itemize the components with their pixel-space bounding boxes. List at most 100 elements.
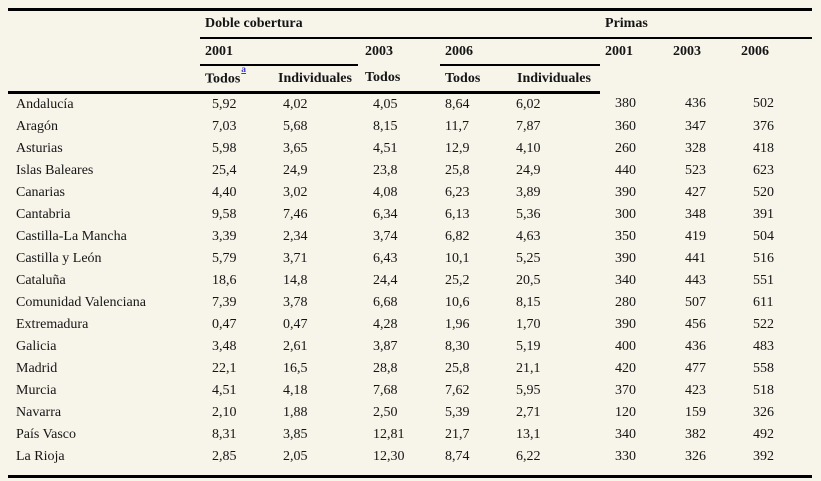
value-cell: 25,4 [212, 163, 237, 178]
empty-cell [8, 38, 200, 65]
value-cell: 4,08 [373, 185, 398, 200]
value-cell: 280 [615, 295, 637, 310]
value-cell: 611 [753, 295, 774, 310]
value-cell: 3,71 [283, 251, 308, 266]
value-cell: 523 [685, 163, 707, 178]
year-header-dc-2003: 2003 [365, 44, 393, 59]
value-cell: 4,51 [212, 383, 237, 398]
value-cell: 28,8 [373, 361, 398, 376]
value-cell: 558 [753, 361, 775, 376]
value-cell: 390 [615, 317, 637, 332]
value-cell: 11,7 [445, 119, 469, 134]
value-cell: 3,78 [283, 295, 308, 310]
region-name: Navarra [16, 405, 62, 420]
value-cell: 623 [753, 163, 775, 178]
value-cell: 6,02 [516, 97, 541, 112]
value-cell: 350 [615, 229, 637, 244]
table-row: La Rioja 2,85 2,05 12,30 8,74 6,22 330 326 392 [8, 446, 813, 478]
value-cell: 380 [615, 96, 637, 112]
corner-cell [8, 8, 200, 38]
value-cell: 7,46 [283, 207, 308, 222]
value-cell: 3,89 [516, 185, 541, 200]
year-header-primas-2006: 2006 [741, 44, 770, 59]
table-row: Aragón 7,03 5,68 8,15 11,7 7,87 360 347 376 [8, 116, 812, 138]
value-cell: 2,34 [283, 229, 308, 244]
table-row: Asturias 5,98 3,65 4,51 12,9 4,10 260 328 418 [8, 138, 812, 160]
region-name: Castilla-La Mancha [16, 229, 127, 244]
value-cell: 370 [615, 383, 637, 398]
value-cell: 7,03 [212, 119, 237, 134]
value-cell: 419 [685, 229, 707, 244]
value-cell: 7,68 [373, 383, 398, 398]
year-header-primas-2003: 2003 [673, 44, 702, 59]
table-row: Cataluña 18,6 14,8 24,4 25,2 20,5 340 443 551 [8, 270, 812, 292]
table-row: Comunidad Valenciana 7,39 3,78 6,68 10,6 8,15… [8, 292, 812, 314]
table-row: Extremadura 0,47 0,47 4,28 1,96 1,70 390 456 522 [8, 314, 812, 336]
region-name: Galicia [16, 339, 57, 354]
value-cell: 3,74 [373, 229, 398, 244]
value-cell: 390 [615, 251, 637, 266]
value-cell: 390 [615, 185, 637, 200]
value-cell: 5,98 [212, 141, 237, 156]
sub-header-row: Todosa Individuales Todos Todos Individu… [8, 64, 812, 94]
region-name: Cantabria [16, 207, 71, 222]
value-cell: 4,40 [212, 185, 237, 200]
value-cell: 507 [685, 295, 707, 310]
region-name: Extremadura [16, 317, 89, 332]
region-name: País Vasco [16, 427, 77, 442]
value-cell: 551 [753, 273, 775, 288]
table-row: Galicia 3,48 2,61 3,87 8,30 5,19 400 436 483 [8, 336, 812, 358]
sub-header-todos-2001: Todosa [200, 64, 270, 94]
value-cell: 2,61 [283, 339, 308, 354]
year-header-primas-2001: 2001 [605, 44, 634, 59]
value-cell: 5,25 [516, 251, 541, 266]
value-cell: 9,58 [212, 207, 237, 222]
value-cell: 516 [753, 251, 775, 266]
value-cell: 25,8 [445, 361, 470, 376]
table-row: Castilla-La Mancha 3,39 2,34 3,74 6,82 4,63 35… [8, 226, 812, 248]
group-header-row: Doble cobertura Primas [8, 8, 813, 39]
value-cell: 4,02 [283, 97, 308, 112]
value-cell: 4,51 [373, 141, 398, 156]
region-name: Cataluña [16, 273, 66, 288]
value-cell: 520 [753, 185, 775, 200]
value-cell: 21,7 [445, 427, 470, 442]
table-row: Andalucía 5,92 4,02 4,05 8,64 6,02 380 436 502 [8, 93, 812, 117]
value-cell: 3,39 [212, 229, 237, 244]
value-cell: 456 [685, 317, 707, 332]
region-name: Comunidad Valenciana [16, 295, 146, 310]
value-cell: 120 [615, 405, 637, 420]
value-cell: 159 [685, 405, 707, 420]
year-header-dc-2006: 2006 [440, 38, 601, 66]
value-cell: 25,2 [445, 273, 470, 288]
value-cell: 7,87 [516, 119, 541, 134]
data-table-container: Doble cobertura Primas 2001 2003 2006 20… [8, 8, 813, 478]
value-cell: 24,9 [283, 163, 308, 178]
empty-cell [8, 65, 200, 94]
region-name: Madrid [16, 361, 58, 376]
value-cell: 8,15 [516, 295, 541, 310]
value-cell: 502 [753, 96, 775, 112]
value-cell: 441 [685, 251, 707, 266]
value-cell: 3,65 [283, 141, 308, 156]
value-cell: 2,10 [212, 405, 237, 420]
value-cell: 6,82 [445, 229, 470, 244]
value-cell: 2,05 [270, 446, 358, 478]
value-cell: 5,95 [516, 383, 541, 398]
value-cell: 10,1 [445, 251, 470, 266]
value-cell: 2,85 [200, 446, 270, 478]
value-cell: 340 [615, 273, 637, 288]
value-cell: 326 [668, 446, 737, 478]
sub-header-individuales-2006: Individuales [512, 65, 601, 94]
value-cell: 2,71 [516, 405, 541, 420]
value-cell: 22,1 [212, 361, 237, 376]
sub-header-todos-2001-label: Todos [205, 71, 241, 87]
value-cell: 18,6 [212, 273, 237, 288]
value-cell: 12,30 [358, 446, 440, 478]
region-name: Andalucía [16, 97, 74, 112]
value-cell: 5,68 [283, 119, 308, 134]
value-cell: 16,5 [283, 361, 308, 376]
value-cell: 21,1 [516, 361, 541, 376]
footnote-a-link[interactable]: a [241, 64, 247, 75]
table-row: Madrid 22,1 16,5 28,8 25,8 21,1 420 477 558 [8, 358, 812, 380]
